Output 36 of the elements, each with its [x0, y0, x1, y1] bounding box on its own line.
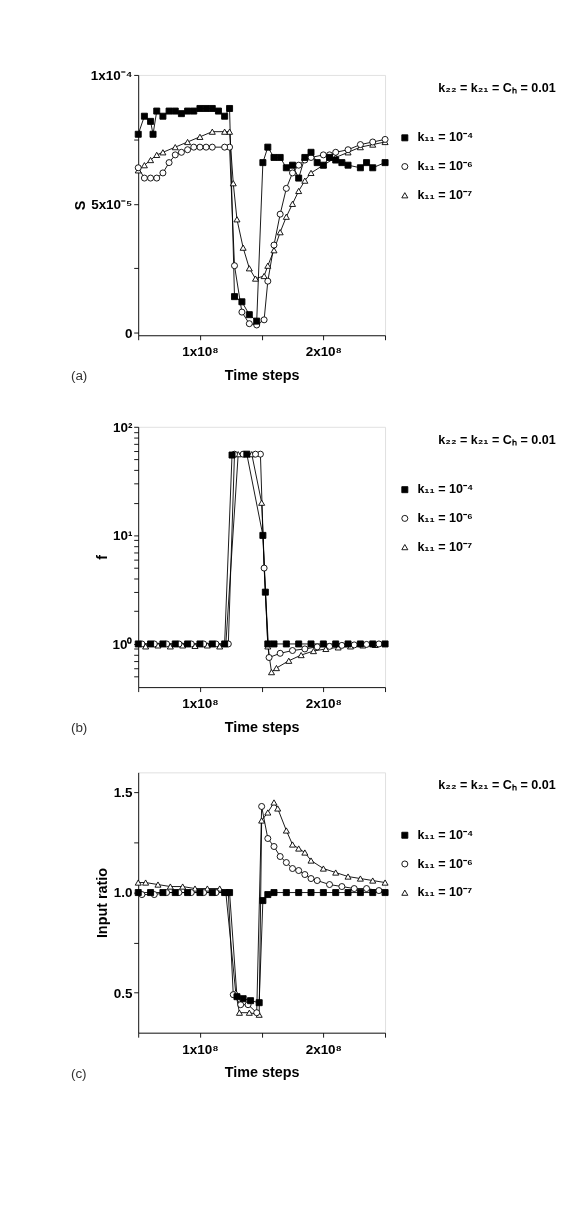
- text: k₂₂ = k₂₁ = Cₕ = 0.01: [438, 432, 556, 447]
- x-axis-title: Time steps: [224, 718, 300, 735]
- y-tick-label: 0: [124, 325, 133, 341]
- y-tick-label: 10¹: [112, 528, 133, 544]
- text: k₂₂ = k₂₁ = Cₕ = 0.01: [438, 778, 556, 793]
- legend-label: k₁₁ = 10⁻⁶: [417, 510, 473, 525]
- y-tick-label: 1.0: [113, 885, 133, 901]
- legend-label: k₁₁ = 10⁻⁴: [417, 482, 474, 497]
- text: (a): [70, 368, 88, 384]
- y-tick-label: 5x10⁻⁵: [91, 196, 133, 212]
- x-tick-label: 2x10⁸: [305, 696, 342, 712]
- y-tick-label: 10²: [112, 419, 133, 435]
- x-tick-label: 1x10⁸: [182, 344, 219, 360]
- y-tick-label: 10⁰: [112, 636, 133, 652]
- legend-label: k₁₁ = 10⁻⁶: [417, 856, 473, 871]
- legend-label: k₁₁ = 10⁻⁷: [417, 885, 473, 900]
- legend-label: k₁₁ = 10⁻⁴: [417, 827, 474, 842]
- x-tick-label: 2x10⁸: [305, 344, 342, 360]
- y-axis-title: f: [93, 554, 110, 560]
- y-tick-label: 0.5: [113, 985, 133, 1001]
- y-axis-title: Input ratio: [94, 867, 111, 939]
- y-tick-label: 1x10⁻⁴: [90, 67, 133, 83]
- x-tick-label: 1x10⁸: [182, 1041, 219, 1057]
- x-axis-title: Time steps: [224, 1064, 300, 1081]
- text: k₂₂ = k₂₁ = Cₕ = 0.01: [438, 81, 556, 96]
- text: (b): [70, 720, 88, 736]
- y-axis-title: S: [72, 200, 89, 211]
- x-tick-label: 1x10⁸: [182, 696, 219, 712]
- x-axis-title: Time steps: [224, 366, 300, 383]
- legend-label: k₁₁ = 10⁻⁴: [417, 130, 474, 145]
- x-tick-label: 2x10⁸: [305, 1041, 342, 1057]
- legend-label: k₁₁ = 10⁻⁷: [417, 187, 473, 202]
- text: (c): [70, 1065, 87, 1081]
- legend-label: k₁₁ = 10⁻⁶: [417, 159, 473, 174]
- y-tick-label: 1.5: [113, 785, 133, 801]
- legend-label: k₁₁ = 10⁻⁷: [417, 539, 473, 554]
